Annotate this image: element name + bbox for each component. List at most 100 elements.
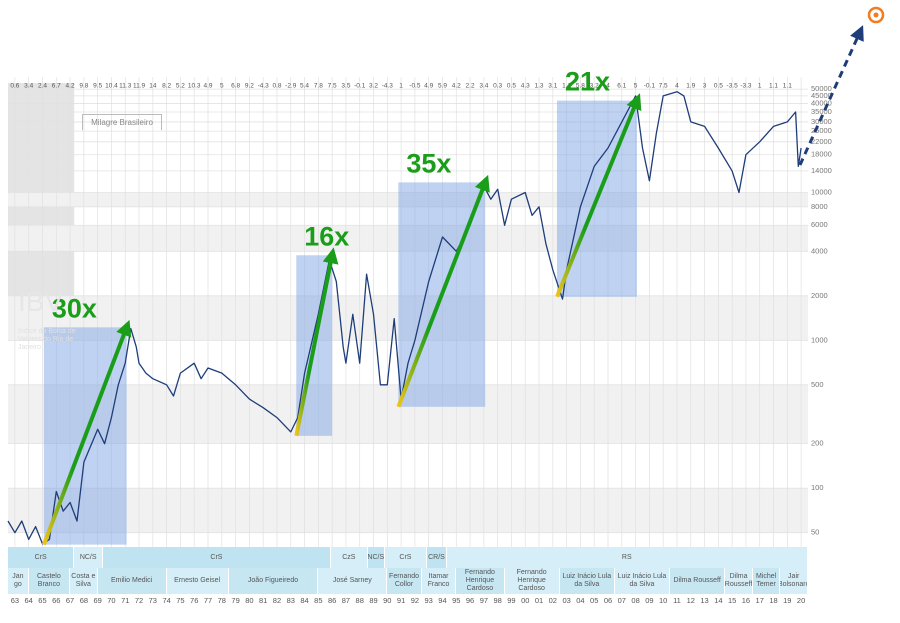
gdp-growth-label: 1	[399, 83, 403, 90]
x-tick-label: 14	[714, 596, 722, 605]
y-tick-label: 30000	[811, 117, 832, 126]
party-cell: CrS	[384, 547, 428, 568]
y-tick-label: 50000	[811, 84, 832, 93]
x-tick-label: 66	[52, 596, 60, 605]
x-tick-label: 03	[562, 596, 570, 605]
gdp-growth-label: 5.9	[438, 83, 447, 90]
x-tick-label: 73	[149, 596, 157, 605]
party-cell: RS	[446, 547, 808, 568]
gdp-growth-label: 4.3	[521, 83, 530, 90]
x-tick-label: 89	[369, 596, 377, 605]
y-tick-label: 200	[811, 439, 824, 448]
gdp-growth-label: 3.1	[548, 83, 557, 90]
target-icon-dot	[873, 12, 879, 18]
growth-arrow	[555, 93, 642, 298]
president-cell: Emilio Medici	[97, 568, 167, 594]
x-tick-label: 91	[397, 596, 405, 605]
gdp-growth-label: 0.5	[507, 83, 516, 90]
band	[8, 488, 808, 533]
gdp-growth-label: 4.2	[452, 83, 461, 90]
target-icon	[867, 6, 885, 24]
gdp-growth-label: 7.5	[328, 83, 337, 90]
growth-arrow	[41, 319, 132, 546]
president-cell: Costa e Silva	[70, 568, 98, 594]
gdp-growth-label: 14	[149, 83, 157, 90]
president-cell: Dilma Rousseff	[670, 568, 726, 594]
x-tick-label: 19	[783, 596, 791, 605]
gdp-growth-label: 1.1	[562, 83, 571, 90]
x-tick-label: 83	[287, 596, 295, 605]
president-cell: João Figueiredo	[228, 568, 319, 594]
x-tick-label: 97	[480, 596, 488, 605]
gdp-growth-label: 3.2	[590, 83, 599, 90]
gdp-growth-label: -0.1	[354, 83, 366, 90]
y-tick-label: 18000	[811, 150, 832, 159]
party-cell: CzS	[330, 547, 368, 568]
x-tick-label: 02	[549, 596, 557, 605]
x-tick-label: 00	[521, 596, 529, 605]
x-tick-label: 17	[756, 596, 764, 605]
x-tick-label: 09	[645, 596, 653, 605]
gdp-growth-label: -4.3	[382, 83, 394, 90]
x-tick-label: 87	[342, 596, 350, 605]
x-tick-label: 07	[618, 596, 626, 605]
x-tick-label: 67	[66, 596, 74, 605]
x-tick-label: 15	[728, 596, 736, 605]
x-tick-label: 18	[769, 596, 777, 605]
y-tick-label: 40000	[811, 98, 832, 107]
x-tick-label: 16	[742, 596, 750, 605]
x-tick-label: 06	[604, 596, 612, 605]
president-cell: Fernando Henrique Cardoso	[456, 568, 505, 594]
gdp-growth-label: 3.4	[479, 83, 488, 90]
y-tick-label: 8000	[811, 202, 828, 211]
gdp-growth-label: 7.5	[659, 83, 668, 90]
gdp-growth-label: -0.5	[409, 83, 421, 90]
gdp-growth-label: 0.6	[10, 83, 19, 90]
party-cell: NC/S	[368, 547, 385, 568]
gdp-growth-label: 10.3	[188, 83, 201, 90]
x-tick-label: 76	[190, 596, 198, 605]
y-tick-label: 26000	[811, 126, 832, 135]
growth-label: 16x	[304, 221, 349, 251]
x-tick-label: 93	[425, 596, 433, 605]
x-tick-label: 05	[590, 596, 598, 605]
x-tick-label: 84	[300, 596, 308, 605]
gdp-growth-label: -4.3	[258, 83, 270, 90]
gdp-growth-label: 9.8	[79, 83, 88, 90]
gdp-growth-label: 3	[703, 83, 707, 90]
president-cell: Itamar Franco	[421, 568, 457, 594]
x-tick-label: 70	[107, 596, 115, 605]
president-cell: José Sarney	[318, 568, 388, 594]
gdp-growth-label: 6.8	[231, 83, 240, 90]
x-tick-label: 13	[700, 596, 708, 605]
y-tick-label: 22000	[811, 137, 832, 146]
gdp-growth-label: 4.2	[66, 83, 75, 90]
y-tick-label: 10000	[811, 187, 832, 196]
gdp-growth-label: 5.4	[300, 83, 309, 90]
x-tick-label: 01	[535, 596, 543, 605]
growth-arrow	[396, 174, 490, 408]
gdp-growth-label: 3.4	[24, 83, 33, 90]
gdp-growth-label: 1.3	[535, 83, 544, 90]
x-tick-label: 80	[245, 596, 253, 605]
gdp-growth-label: 4	[606, 83, 610, 90]
y-tick-label: 45000	[811, 91, 832, 100]
y-tick-label: 4000	[811, 246, 828, 255]
president-cell: Dilma Rousseff	[725, 568, 753, 594]
period-label: Milagre Brasileiro	[82, 114, 162, 130]
gdp-growth-label: 9.2	[245, 83, 254, 90]
index-description: Indice da Bolsa de Valores do Rio de Jan…	[18, 328, 76, 351]
y-tick-label: 500	[811, 380, 824, 389]
gdp-growth-label: 11.3	[119, 83, 132, 90]
x-tick-label: 99	[507, 596, 515, 605]
price-line	[7, 91, 802, 545]
president-cell: Luiz Inácio Lula da Silva	[614, 568, 671, 594]
x-tick-label: 78	[218, 596, 226, 605]
gdp-growth-label: -3.5	[727, 83, 739, 90]
gdp-growth-label: 10.4	[105, 83, 118, 90]
gdp-growth-label: 1.1	[783, 83, 792, 90]
gdp-growth-label: -0.1	[644, 83, 656, 90]
x-tick-label: 82	[273, 596, 281, 605]
party-cell: CrS	[103, 547, 331, 568]
